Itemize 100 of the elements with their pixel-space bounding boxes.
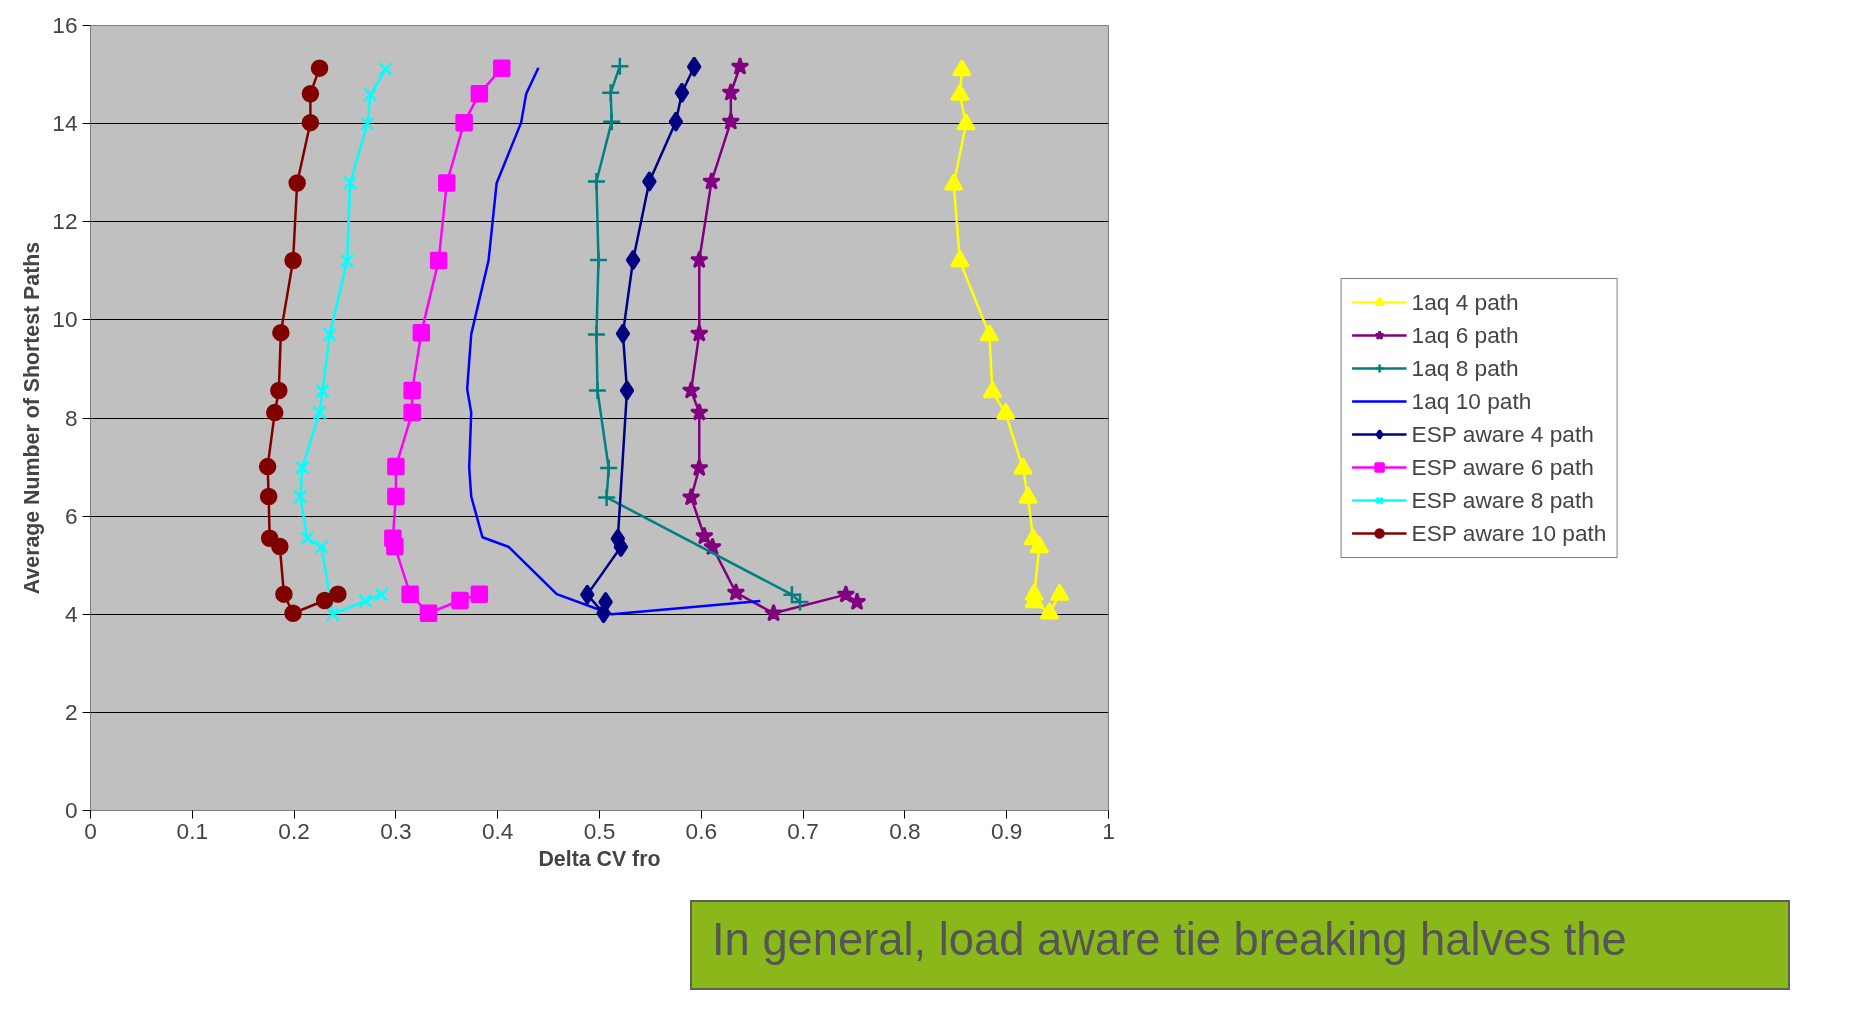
point bbox=[429, 251, 448, 270]
point bbox=[674, 82, 690, 103]
point bbox=[587, 380, 608, 401]
point bbox=[272, 323, 290, 342]
point bbox=[847, 592, 867, 611]
y-tick-label: 14 bbox=[52, 110, 78, 137]
point bbox=[956, 113, 976, 131]
x-tick-label: 0.1 bbox=[176, 817, 209, 844]
point bbox=[689, 250, 709, 269]
point bbox=[270, 381, 288, 400]
point bbox=[586, 171, 607, 192]
point bbox=[721, 111, 741, 130]
point bbox=[695, 526, 714, 545]
point bbox=[580, 584, 595, 605]
point bbox=[730, 56, 750, 75]
x-tick-label: 0.5 bbox=[583, 817, 616, 844]
point bbox=[601, 111, 622, 132]
point bbox=[387, 457, 405, 476]
point bbox=[363, 87, 378, 102]
point bbox=[314, 539, 329, 555]
y-tick-label: 10 bbox=[52, 306, 78, 333]
y-tick-label: 0 bbox=[64, 797, 78, 823]
point bbox=[764, 603, 783, 622]
point bbox=[615, 323, 631, 344]
point bbox=[642, 171, 657, 192]
point bbox=[322, 327, 337, 342]
point bbox=[702, 171, 721, 190]
point bbox=[619, 380, 635, 401]
y-tick-label: 16 bbox=[52, 12, 78, 38]
point bbox=[301, 84, 320, 103]
point bbox=[470, 84, 489, 103]
point bbox=[386, 537, 404, 556]
y-tick-label: 2 bbox=[64, 698, 78, 725]
x-tick-label: 0 bbox=[84, 817, 97, 844]
y-tick-label: 12 bbox=[52, 208, 78, 235]
point bbox=[689, 323, 709, 342]
point bbox=[401, 585, 419, 603]
point bbox=[455, 113, 473, 132]
point bbox=[979, 324, 1000, 342]
point bbox=[271, 537, 289, 556]
point bbox=[310, 59, 329, 77]
x-tick-label: 0.4 bbox=[481, 817, 514, 844]
point bbox=[360, 116, 375, 131]
x-axis-title: Delta CV fro bbox=[538, 846, 661, 871]
point bbox=[312, 405, 327, 420]
x-tick-label: 0.3 bbox=[380, 817, 412, 844]
point bbox=[686, 56, 702, 77]
point bbox=[598, 458, 619, 478]
point bbox=[689, 402, 709, 421]
point bbox=[790, 592, 810, 612]
y-tick-label: 8 bbox=[64, 404, 78, 431]
point bbox=[387, 487, 405, 506]
point bbox=[325, 606, 341, 622]
point bbox=[668, 111, 684, 132]
x-tick-label: 0.6 bbox=[685, 817, 718, 844]
point bbox=[374, 587, 389, 602]
legend-label: 1aq 10 path bbox=[1411, 387, 1532, 415]
text: In general, load aware tie breaking halves the bbox=[712, 913, 1627, 967]
x-tick-label: 0.2 bbox=[278, 817, 310, 844]
legend-label: ESP aware 8 path bbox=[1411, 486, 1594, 514]
legend-label: ESP aware 6 path bbox=[1411, 453, 1594, 481]
point bbox=[610, 56, 630, 76]
point bbox=[419, 604, 438, 623]
point bbox=[412, 323, 431, 342]
point bbox=[315, 383, 330, 399]
point bbox=[586, 324, 607, 345]
point bbox=[596, 487, 617, 508]
point bbox=[681, 487, 701, 506]
point bbox=[836, 584, 856, 603]
point bbox=[258, 457, 277, 476]
x-tick-label: 1 bbox=[1102, 817, 1115, 844]
point bbox=[301, 113, 320, 132]
point bbox=[952, 59, 972, 77]
point bbox=[292, 489, 308, 504]
point bbox=[600, 82, 621, 103]
point bbox=[342, 175, 358, 191]
point bbox=[403, 403, 421, 422]
point bbox=[339, 253, 355, 269]
point bbox=[284, 604, 302, 622]
point bbox=[689, 458, 709, 477]
point bbox=[266, 403, 284, 422]
point bbox=[451, 591, 469, 610]
x-tick-label: 0.7 bbox=[787, 817, 819, 844]
point bbox=[721, 82, 741, 101]
x-tick-label: 0.8 bbox=[889, 817, 921, 844]
point bbox=[300, 530, 315, 546]
legend-label: 1aq 8 path bbox=[1411, 354, 1519, 382]
point bbox=[329, 585, 347, 603]
point bbox=[438, 174, 456, 192]
point bbox=[782, 584, 802, 605]
point bbox=[275, 585, 293, 603]
point bbox=[470, 585, 489, 603]
point bbox=[493, 59, 511, 77]
legend-label: 1aq 4 path bbox=[1411, 288, 1519, 316]
point bbox=[681, 380, 701, 399]
point bbox=[588, 250, 609, 270]
point bbox=[259, 487, 278, 506]
y-axis-title: Average Number of Shortest Paths bbox=[20, 241, 45, 595]
y-tick-label: 6 bbox=[64, 502, 78, 529]
legend-label: ESP aware 4 path bbox=[1411, 420, 1594, 448]
